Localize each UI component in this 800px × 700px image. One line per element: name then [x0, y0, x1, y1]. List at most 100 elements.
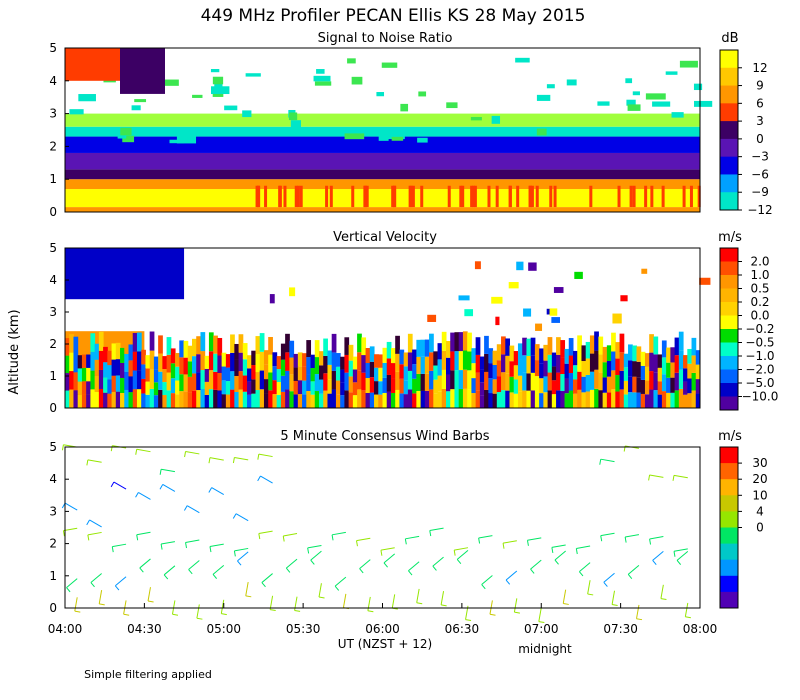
- velocity-cell: [568, 390, 574, 408]
- velocity-cell: [441, 350, 447, 370]
- velocity-cell: [606, 360, 612, 377]
- velocity-cell: [272, 380, 278, 395]
- velocity-cell: [259, 333, 265, 352]
- velocity-cell: [306, 357, 312, 375]
- velocity-cell: [602, 377, 608, 393]
- colorbar-label: −12: [747, 203, 772, 217]
- velocity-cell: [268, 336, 273, 355]
- colorbar-cell: [720, 356, 738, 370]
- snr-title: Signal to Noise Ratio: [318, 31, 453, 46]
- velocity-cell: [509, 345, 515, 362]
- velocity-cell: [695, 364, 701, 380]
- velocity-cell: [230, 371, 235, 390]
- wind-barb-flag: [334, 585, 340, 591]
- velocity-cell: [666, 347, 671, 363]
- velocity-patch: [427, 314, 437, 322]
- velocity-cell: [221, 380, 227, 395]
- velocity-cell: [475, 390, 481, 408]
- wind-barb-flag: [307, 547, 310, 554]
- velocity-cell: [348, 376, 354, 393]
- velocity-cell: [623, 353, 629, 368]
- wind-barb: [185, 451, 200, 455]
- velocity-cell: [678, 350, 684, 370]
- snr-patch: [546, 84, 555, 89]
- wind-barb: [161, 541, 175, 545]
- velocity-cell: [683, 368, 688, 382]
- wind-barb: [551, 544, 566, 548]
- velocity-cell: [98, 369, 104, 389]
- velocity-cell: [441, 369, 447, 389]
- velocity-cell: [268, 390, 273, 408]
- y-tick-label: 3: [49, 504, 57, 518]
- velocity-cell: [335, 366, 341, 381]
- velocity-cell: [103, 362, 108, 378]
- wind-barb-flag: [110, 481, 115, 488]
- wind-barb-flag: [61, 444, 64, 451]
- wind-barb-flag: [209, 546, 212, 553]
- velocity-cell: [378, 354, 383, 368]
- velocity-cell: [517, 375, 523, 392]
- velocity-cell: [170, 393, 176, 408]
- x-tick-label: 06:00: [365, 622, 400, 636]
- snr-patch: [536, 94, 551, 101]
- velocity-cell: [526, 373, 532, 391]
- velocity-cell: [217, 372, 223, 391]
- velocity-cell: [357, 389, 362, 408]
- velocity-cell: [492, 379, 498, 394]
- snr-streak: [329, 185, 333, 208]
- velocity-cell: [361, 372, 367, 391]
- colorbar-label: 6: [756, 96, 764, 110]
- snr-streak: [278, 185, 282, 208]
- colorbar-cell: [720, 156, 738, 175]
- snr-patch: [122, 135, 135, 143]
- velocity-cell: [479, 356, 485, 370]
- velocity-cell: [331, 352, 337, 371]
- velocity-cell: [141, 364, 146, 379]
- velocity-cell: [162, 395, 168, 408]
- velocity-cell: [314, 357, 320, 375]
- velocity-cell: [255, 390, 261, 408]
- velocity-cell: [263, 350, 269, 365]
- velocity-cell: [158, 335, 163, 354]
- colorbar-frame: [719, 49, 739, 211]
- wind-barb-flag: [110, 445, 113, 452]
- velocity-cell: [280, 343, 286, 360]
- velocity-cell: [513, 351, 519, 366]
- velocity-cell: [454, 370, 460, 390]
- wind-barb: [676, 550, 689, 561]
- wind-barb: [138, 492, 151, 500]
- snr-patch: [679, 60, 698, 68]
- velocity-cell: [166, 372, 172, 391]
- velocity-cell: [450, 370, 455, 390]
- velocity-cell: [653, 336, 659, 355]
- velocity-cell: [335, 353, 341, 367]
- velocity-cell: [606, 392, 612, 408]
- x-tick-label: 08:00: [683, 622, 718, 636]
- velocity-cell: [213, 335, 218, 354]
- wind-title: 5 Minute Consensus Wind Barbs: [280, 429, 489, 444]
- velocity-cell: [179, 374, 185, 392]
- snr-patch: [290, 120, 301, 128]
- velocity-cell: [242, 391, 248, 408]
- velocity-cell: [412, 364, 417, 379]
- velocity-cell: [390, 348, 396, 364]
- wind-barb-flag: [652, 560, 657, 565]
- velocity-cell: [492, 365, 498, 380]
- snr-streak: [644, 185, 648, 208]
- velocity-cell: [683, 394, 688, 408]
- velocity-cell: [192, 338, 197, 357]
- velocity-cell: [238, 371, 244, 390]
- wind-barb: [139, 558, 151, 569]
- colorbar-cell: [720, 302, 738, 316]
- wind-barb: [636, 604, 640, 619]
- wind-barb: [391, 594, 396, 609]
- velocity-cell: [628, 344, 633, 361]
- snr-streak: [294, 185, 298, 208]
- velocity-cell: [619, 370, 625, 390]
- velocity-cell: [200, 351, 206, 371]
- wind-barb-flag: [408, 570, 413, 576]
- colorbar-cell: [720, 396, 738, 411]
- velocity-cell: [674, 390, 680, 408]
- wind-barb: [136, 531, 151, 536]
- velocity-cell: [289, 391, 295, 408]
